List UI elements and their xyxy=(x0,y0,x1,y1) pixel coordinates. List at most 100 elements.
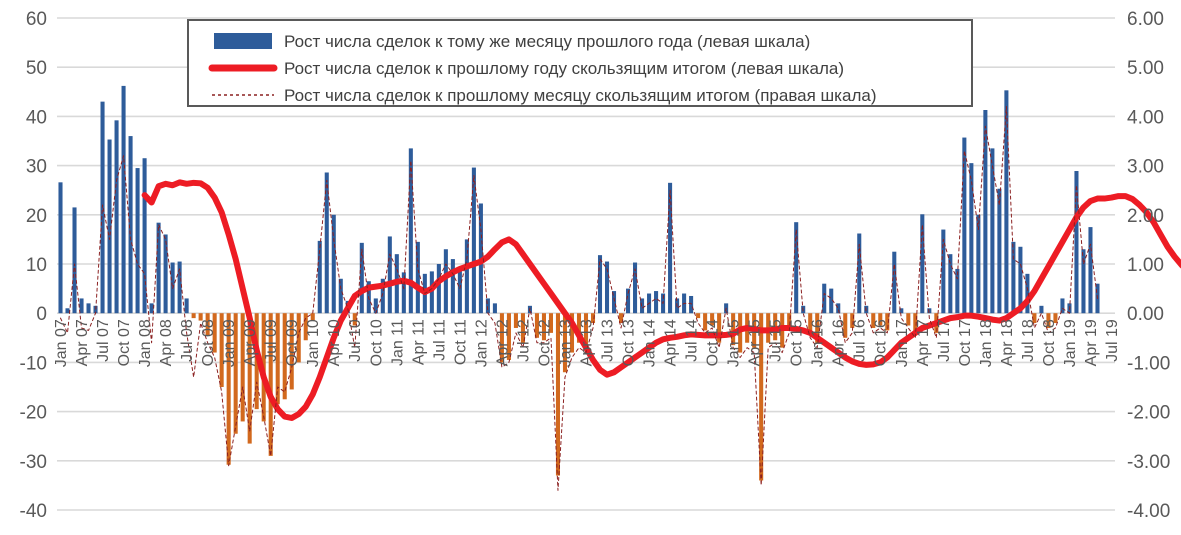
x-axis-tick: Apr 16 xyxy=(831,319,848,366)
lines-group xyxy=(60,106,1181,491)
bar xyxy=(997,188,1002,314)
x-axis-tick: Apr 17 xyxy=(915,319,932,366)
bar xyxy=(703,313,708,331)
line-mom-rolling xyxy=(60,106,1098,491)
x-axis-tick: Apr 19 xyxy=(1083,319,1100,366)
bar xyxy=(576,313,582,343)
legend-label: Рост числа сделок к прошлому месяцу скол… xyxy=(284,86,877,105)
bar xyxy=(156,222,161,314)
y-axis-right-labels: 6.00 5.00 4.00 3.00 2.00 1.00 0.00 -1.00 -2.00 -3… xyxy=(1127,9,1170,522)
bar xyxy=(808,313,813,333)
bar xyxy=(941,229,946,314)
x-axis-tick: Jan 12 xyxy=(473,319,490,367)
bar xyxy=(79,298,84,314)
bar xyxy=(233,313,238,434)
bar xyxy=(1032,313,1037,324)
x-axis-tick: Jan 10 xyxy=(305,319,322,367)
y-axis-left-tick: 40 xyxy=(26,107,47,128)
bar xyxy=(906,313,911,326)
bar xyxy=(583,313,589,348)
bar xyxy=(1004,90,1009,314)
y-axis-right-tick: 0.00 xyxy=(1127,304,1164,325)
x-axis-tick: Oct 13 xyxy=(620,319,637,366)
bar xyxy=(689,295,694,314)
bar xyxy=(668,182,673,314)
y-axis-left-tick: 20 xyxy=(26,206,47,227)
x-axis-tick: Jan 14 xyxy=(642,319,659,367)
bar xyxy=(380,278,385,314)
bar xyxy=(352,313,357,326)
bar xyxy=(892,251,897,314)
bar xyxy=(506,313,511,360)
x-axis-tick: Oct 12 xyxy=(536,319,553,366)
x-axis-labels: Jan 07 Apr 07 Jul 07 Oct 07 Jan 08 Apr 08 Jul … xyxy=(53,319,1121,367)
y-axis-right-tick: -1.00 xyxy=(1127,353,1170,374)
bar xyxy=(457,271,462,314)
bar xyxy=(871,313,876,328)
bar xyxy=(114,120,119,314)
bar xyxy=(710,313,715,326)
x-axis-tick: Jul 08 xyxy=(179,319,196,362)
bar xyxy=(920,214,925,314)
bar xyxy=(275,313,280,405)
bar xyxy=(541,313,546,341)
x-axis-tick: Jul 11 xyxy=(431,319,448,361)
bar xyxy=(885,313,890,331)
bar xyxy=(86,303,91,314)
x-axis-tick: Apr 09 xyxy=(242,319,259,366)
bar xyxy=(815,313,820,343)
x-axis-tick: Jan 19 xyxy=(1062,319,1079,367)
bar xyxy=(436,264,441,314)
x-axis-tick: Jul 19 xyxy=(1104,319,1121,362)
bar xyxy=(913,313,918,333)
y-axis-left-tick: 10 xyxy=(26,255,47,276)
bar xyxy=(247,313,252,444)
bar xyxy=(338,278,343,314)
x-axis-tick: Apr 07 xyxy=(74,319,91,366)
x-axis-tick: Jul 16 xyxy=(852,319,869,362)
x-axis-tick: Jan 17 xyxy=(894,319,911,367)
bar xyxy=(619,313,624,324)
bar xyxy=(927,308,932,314)
bar xyxy=(317,240,322,314)
legend-box xyxy=(187,19,973,107)
y-axis-left-tick: 0 xyxy=(36,304,47,325)
x-axis-tick: Jan 11 xyxy=(389,319,406,366)
x-axis-tick: Jul 14 xyxy=(684,319,701,362)
bar xyxy=(969,163,974,314)
bar xyxy=(534,313,539,338)
y-axis-right-tick: -3.00 xyxy=(1127,452,1170,473)
x-axis-tick: Jul 13 xyxy=(599,319,616,362)
bar xyxy=(759,313,764,481)
bar xyxy=(212,313,217,353)
bar xyxy=(787,313,792,328)
bar xyxy=(219,313,224,387)
bar xyxy=(850,313,855,328)
bar xyxy=(72,207,77,314)
bar xyxy=(1053,313,1058,324)
bar xyxy=(1025,273,1030,314)
bar xyxy=(611,291,617,314)
bar xyxy=(303,313,308,341)
bar xyxy=(569,313,575,353)
bar xyxy=(1081,249,1086,314)
bar xyxy=(205,313,210,336)
bar xyxy=(450,259,455,314)
y-axis-left-tick: 30 xyxy=(26,157,47,178)
bar xyxy=(107,139,112,314)
bar xyxy=(1018,246,1023,314)
x-axis-tick: Oct 15 xyxy=(789,319,806,366)
y-axis-left-tick: -10 xyxy=(20,353,47,374)
x-axis-tick: Oct 17 xyxy=(957,319,974,366)
bar xyxy=(555,313,561,476)
x-axis-tick: Oct 08 xyxy=(200,319,217,366)
bar xyxy=(268,313,273,456)
bar xyxy=(65,308,70,314)
bar xyxy=(443,249,448,314)
bar xyxy=(359,242,364,314)
legend-label: Рост числа сделок к тому же месяцу прошл… xyxy=(284,32,810,51)
bar xyxy=(562,313,568,373)
x-axis-tick: Apr 14 xyxy=(663,319,680,366)
